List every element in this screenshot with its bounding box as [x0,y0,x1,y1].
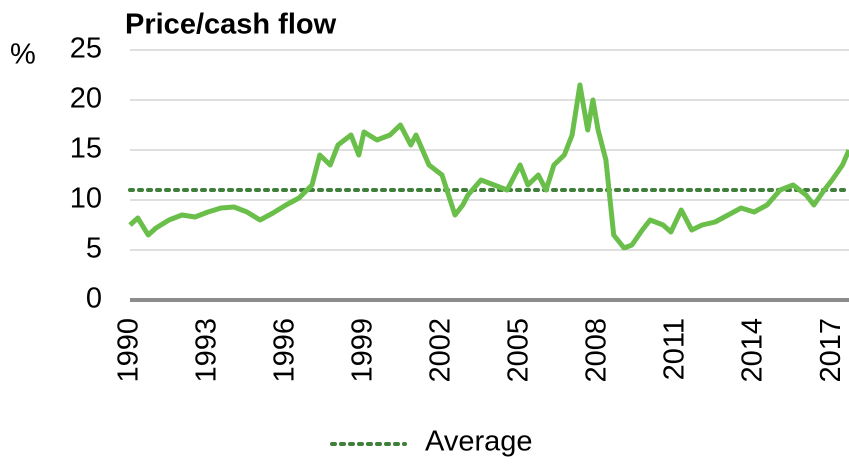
x-tick-label: 1999 [347,318,379,383]
x-tick-label: 1990 [113,318,145,383]
y-tick-label: 10 [70,183,102,215]
chart-title: Price/cash flow [125,9,337,41]
y-unit: % [10,39,36,71]
x-tick-label: 2011 [659,318,691,380]
legend-label: Average [425,426,533,458]
price-line [128,82,849,251]
x-tick-label: 1996 [269,318,301,383]
y-tick-label: 15 [70,133,102,165]
x-tick-label: 2014 [737,318,769,383]
y-tick-label: 5 [86,233,102,265]
x-tick-label: 2008 [581,318,613,383]
x-tick-label: 2005 [503,318,535,383]
y-tick-label: 0 [86,283,102,315]
y-tick-label: 20 [70,83,102,115]
y-tick-label: 25 [70,33,102,65]
x-tick-label: 2002 [425,318,457,383]
x-tick-label: 1993 [191,318,223,383]
x-tick-label: 2017 [815,318,847,383]
